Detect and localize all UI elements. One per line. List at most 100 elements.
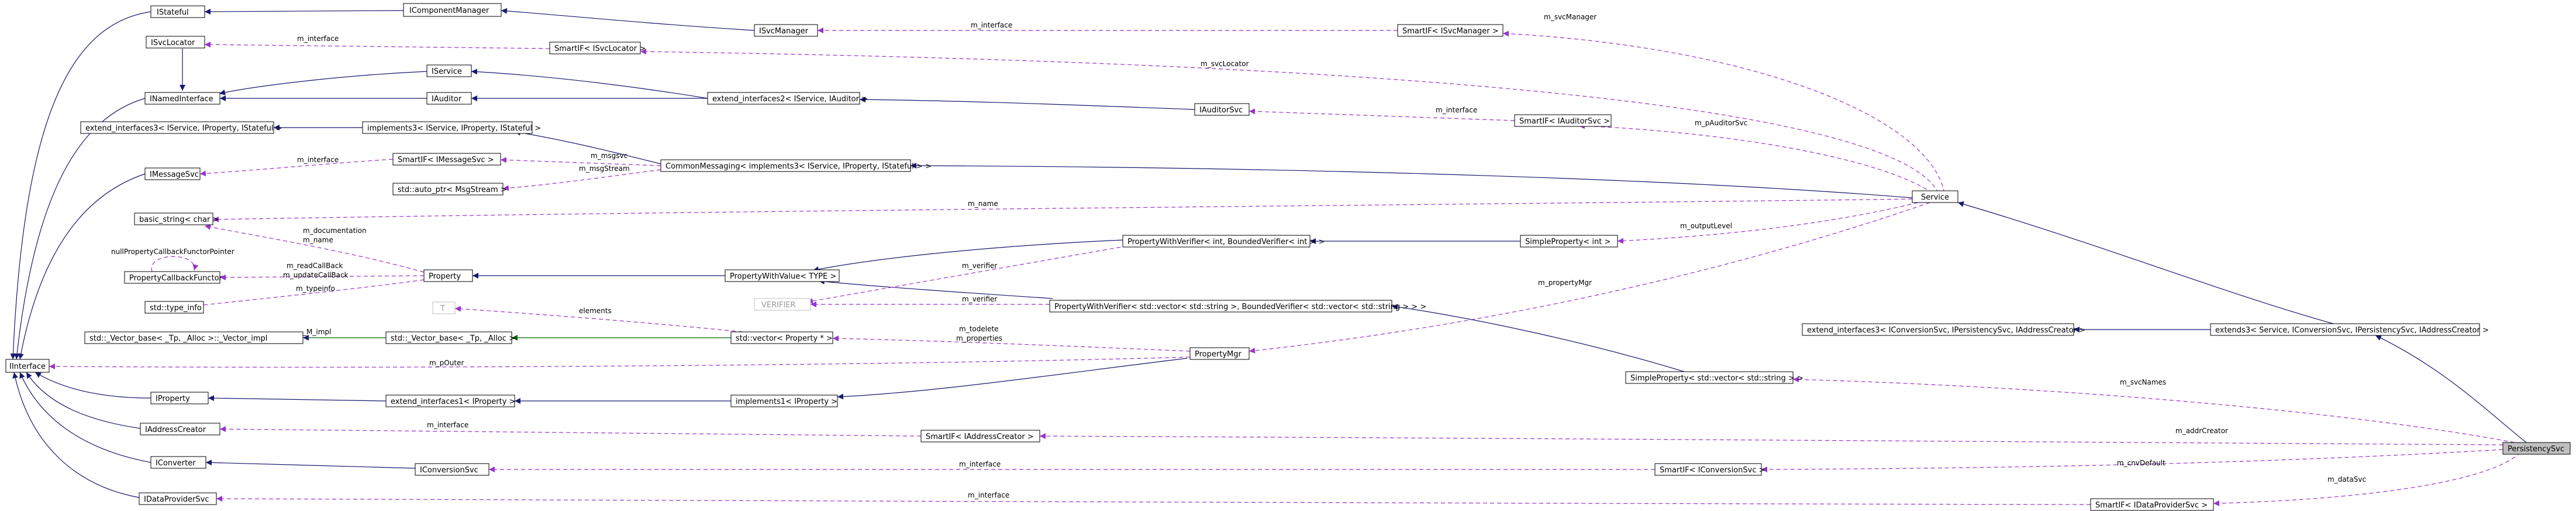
- node-extends3[interactable]: extends3< Service, IConversionSvc, IPers…: [2210, 323, 2489, 336]
- node-sf-iconversionsvc[interactable]: SmartIF< IConversionSvc >: [1654, 463, 1765, 476]
- label-m-interface-svcmanager: m_interface: [971, 21, 1012, 29]
- node-iaddresscreator-label: IAddressCreator: [145, 426, 206, 434]
- node-simpleproperty-vec[interactable]: SimpleProperty< std::vector< std::string…: [1625, 371, 1803, 384]
- label-m-typeinfo: m_typeinfo: [296, 284, 335, 293]
- node-iauditor-label: IAuditor: [432, 95, 462, 104]
- node-simpleproperty-vec-label: SimpleProperty< std::vector< std::string…: [1630, 374, 1803, 383]
- node-simpleproperty-int[interactable]: SimpleProperty< int >: [1520, 235, 1618, 248]
- use-service-propertymgr: [1249, 202, 1930, 354]
- use-sf-isvclocator: [204, 42, 550, 49]
- node-sf-iauditorsvc-label: SmartIF< IAuditorSvc >: [1519, 117, 1610, 126]
- node-icomponentmanager[interactable]: IComponentManager: [403, 3, 502, 17]
- node-sf-iconversionsvc-label: SmartIF< IConversionSvc >: [1660, 466, 1765, 475]
- node-extend-interfaces1-label: extend_interfaces1< IProperty >: [391, 397, 515, 406]
- use-propertymgr-vectorproperty: [832, 335, 1191, 352]
- node-commonmessaging-label: CommonMessaging< implements3< IService, …: [665, 162, 932, 171]
- node-istateful-label: IStateful: [157, 8, 189, 17]
- node-iconverter[interactable]: IConverter: [150, 456, 206, 469]
- node-sf-iaddresscreator[interactable]: SmartIF< IAddressCreator >: [920, 430, 1040, 443]
- node-isvcmanager-label: ISvcManager: [759, 27, 809, 36]
- node-extends3-label: extends3< Service, IConversionSvc, IPers…: [2215, 326, 2489, 335]
- node-propertycallbackfunctor[interactable]: PropertyCallbackFunctor: [124, 271, 223, 284]
- node-extend-interfaces1[interactable]: extend_interfaces1< IProperty >: [385, 395, 515, 407]
- node-iauditorsvc[interactable]: IAuditorSvc: [1194, 103, 1250, 116]
- node-autoptr-msgstream-label: std::auto_ptr< MsgStream >: [398, 186, 507, 194]
- use-cm-autoptr: [502, 169, 661, 191]
- label-m-pouter: m_pOuter: [429, 359, 464, 367]
- node-iinterface-label: IInterface: [9, 362, 46, 371]
- node-vector-base-label: std::_Vector_base< _Tp, _Alloc >: [391, 334, 515, 343]
- node-pwv-type[interactable]: PropertyWithValue< TYPE >: [725, 269, 840, 282]
- node-istateful[interactable]: IStateful: [150, 5, 205, 18]
- node-sf-isvcmanager[interactable]: SmartIF< ISvcManager >: [1397, 24, 1503, 37]
- use-sf-idataprovidersvc: [216, 496, 2091, 505]
- node-autoptr-msgstream[interactable]: std::auto_ptr< MsgStream >: [392, 183, 507, 196]
- node-extend-interfaces2[interactable]: extend_interfaces2< IService, IAuditor >: [707, 92, 868, 105]
- label-m-addrcreator: m_addrCreator: [2175, 427, 2228, 435]
- node-icomponentmanager-label: IComponentManager: [409, 6, 489, 15]
- label-m-interface-conversionsvc: m_interface: [959, 460, 1001, 468]
- use-property-callback: [219, 274, 425, 280]
- node-extend-interfaces3-sps[interactable]: extend_interfaces3< IService, IProperty,…: [80, 121, 282, 134]
- node-persistencysvc[interactable]: PersistencySvc: [2502, 442, 2571, 455]
- node-pwverifier-int[interactable]: PropertyWithVerifier< int, BoundedVerifi…: [1122, 235, 1325, 248]
- node-property[interactable]: Property: [423, 269, 473, 282]
- edge-extend2-iservice: [471, 68, 708, 99]
- label-m-readcallback: m_readCallBack: [287, 262, 343, 270]
- node-isvclocator[interactable]: ISvcLocator: [146, 36, 205, 49]
- node-idataprovidersvc[interactable]: IDataProviderSvc: [139, 492, 217, 505]
- use-sf-imessagesvc: [199, 159, 394, 177]
- node-iconversionsvc[interactable]: IConversionSvc: [415, 463, 489, 476]
- node-implements1[interactable]: implements1< IProperty >: [730, 395, 838, 407]
- label-m-todelete: m_todelete: [959, 325, 999, 333]
- edge-istateful-iinterface: [10, 11, 151, 360]
- node-service[interactable]: Service: [1912, 190, 1958, 203]
- node-propertymgr[interactable]: PropertyMgr: [1189, 347, 1250, 360]
- use-persistency-sf-idataprovidersvc: [2213, 452, 2521, 506]
- edge-pwvint-pwvtype: [812, 239, 1123, 272]
- node-vector-property-ptr[interactable]: std::vector< Property * >: [730, 331, 833, 344]
- node-type-info[interactable]: std::type_info: [144, 301, 204, 314]
- node-iservice[interactable]: IService: [426, 64, 472, 77]
- label-m-interface-dataprovidersvc: m_interface: [968, 491, 1009, 499]
- node-sf-isvclocator[interactable]: SmartIF< ISvcLocator >: [549, 42, 646, 54]
- label-m-msgstream: m_msgStream: [579, 164, 630, 173]
- label-m-svclocator: m_svcLocator: [1201, 60, 1249, 68]
- node-pwverifier-vec[interactable]: PropertyWithVerifier< std::vector< std::…: [1049, 300, 1426, 313]
- label-m-verifier-int: m_verifier: [962, 262, 997, 270]
- edge-extend1-iproperty: [208, 395, 387, 402]
- node-vector-impl[interactable]: std::_Vector_base< _Tp, _Alloc >::_Vecto…: [84, 331, 304, 344]
- edge-iaddresscreator-iinterface: [26, 372, 146, 430]
- node-commonmessaging[interactable]: CommonMessaging< implements3< IService, …: [660, 159, 932, 172]
- label-m-pauditorsvc: m_pAuditorSvc: [1695, 119, 1747, 127]
- label-m-verifier-vec: m_verifier: [962, 295, 997, 303]
- label-m-name: m_name: [968, 200, 998, 208]
- label-m-interface-messagesvc: m_interface: [297, 156, 339, 164]
- node-sf-imessagesvc[interactable]: SmartIF< IMessageSvc >: [392, 153, 501, 166]
- node-sf-iauditorsvc[interactable]: SmartIF< IAuditorSvc >: [1514, 114, 1612, 127]
- node-iauditor[interactable]: IAuditor: [426, 92, 472, 105]
- use-service-sf-isvcmanager: [1502, 30, 1945, 194]
- node-isvcmanager[interactable]: ISvcManager: [754, 24, 818, 37]
- node-basic-string[interactable]: basic_string< char >: [134, 212, 219, 225]
- node-iinterface[interactable]: IInterface: [5, 359, 50, 373]
- use-cm-sf-imessagesvc: [500, 157, 661, 166]
- node-vector-base[interactable]: std::_Vector_base< _Tp, _Alloc >: [385, 331, 515, 344]
- node-isvclocator-label: ISvcLocator: [151, 39, 195, 47]
- edge-inamedinterface-iinterface: [14, 98, 146, 360]
- node-service-label: Service: [1921, 193, 1949, 202]
- node-extend-interfaces3-conv[interactable]: extend_interfaces3< IConversionSvc, IPer…: [1802, 323, 2085, 336]
- use-service-sf-isvclocator: [640, 49, 1939, 194]
- node-iaddresscreator[interactable]: IAddressCreator: [140, 423, 220, 435]
- use-service-basicstring: [212, 198, 1913, 222]
- node-extend-interfaces2-label: extend_interfaces2< IService, IAuditor >: [712, 95, 868, 104]
- node-iproperty[interactable]: IProperty: [150, 392, 209, 404]
- label-m-interface-addresscreator: m_interface: [427, 421, 468, 429]
- edge-iconversionsvc-iconverter: [205, 459, 416, 469]
- use-service-simpleint: [1617, 202, 1919, 244]
- node-imessagesvc[interactable]: IMessageSvc: [144, 167, 201, 180]
- node-inamedinterface[interactable]: INamedInterface: [144, 92, 220, 105]
- node-sf-idataprovidersvc[interactable]: SmartIF< IDataProviderSvc >: [2090, 498, 2214, 511]
- use-property-basicstring: [204, 224, 425, 273]
- node-implements3-sps[interactable]: implements3< IService, IProperty, IState…: [362, 121, 541, 134]
